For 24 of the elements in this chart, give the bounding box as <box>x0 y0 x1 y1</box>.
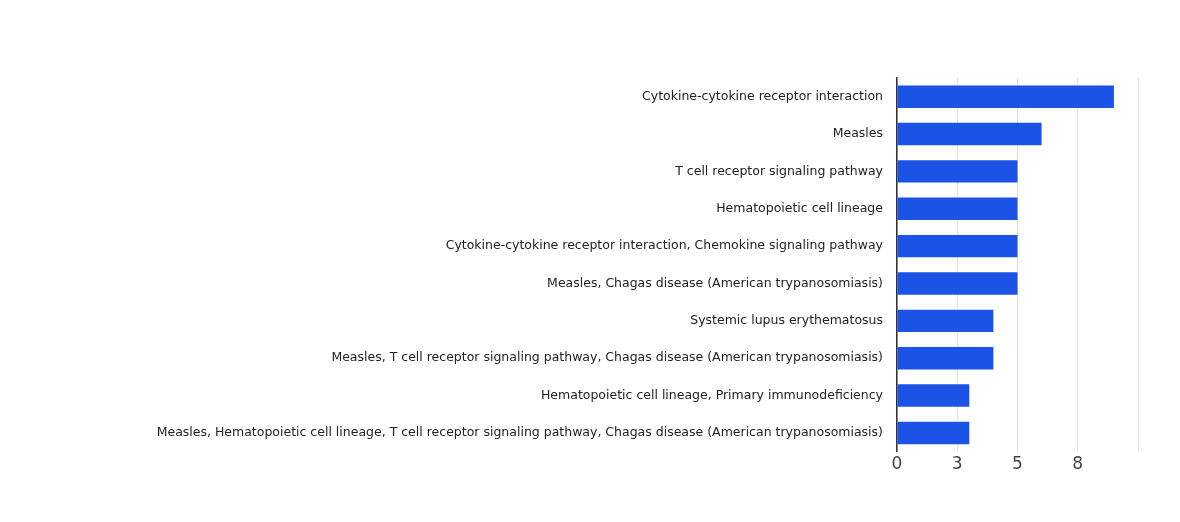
y-tick-label: Measles, Hematopoietic cell lineage, T cell receptor signaling pathway, Chagas disease (American trypanosomiasis) <box>156 424 883 440</box>
bar <box>897 160 1018 183</box>
x-tick-label: 0 <box>891 453 903 474</box>
bar <box>897 309 994 333</box>
bar <box>897 384 970 407</box>
x-tick-label: 8 <box>1072 453 1084 474</box>
bar <box>897 197 1018 220</box>
y-tick-label: T cell receptor signaling pathway <box>674 162 884 178</box>
y-tick-label: Systemic lupus erythematosus <box>690 312 883 328</box>
bar <box>897 346 994 370</box>
y-tick-label: Hematopoietic cell lineage <box>716 200 884 216</box>
bar <box>897 421 970 445</box>
bar <box>897 85 1114 108</box>
y-tick-label: Measles, Chagas disease (American trypanosomiasis) <box>547 274 883 290</box>
y-tick-label: Cytokine-cytokine receptor interaction, Chemokine signaling pathway <box>445 237 884 253</box>
x-tick-label: 5 <box>1012 453 1023 474</box>
y-tick-label: Measles, T cell receptor signaling pathway, Chagas disease (American trypanosomiasis) <box>331 349 883 365</box>
x-tick-label: 3 <box>951 453 963 474</box>
y-tick-label: Hematopoietic cell lineage, Primary immunodeficiency <box>540 386 884 402</box>
bar <box>897 234 1018 258</box>
y-tick-label: Cytokine-cytokine receptor interaction <box>642 87 883 103</box>
bar <box>897 272 1018 295</box>
bar <box>897 122 1042 146</box>
y-tick-label: Measles <box>832 125 883 141</box>
